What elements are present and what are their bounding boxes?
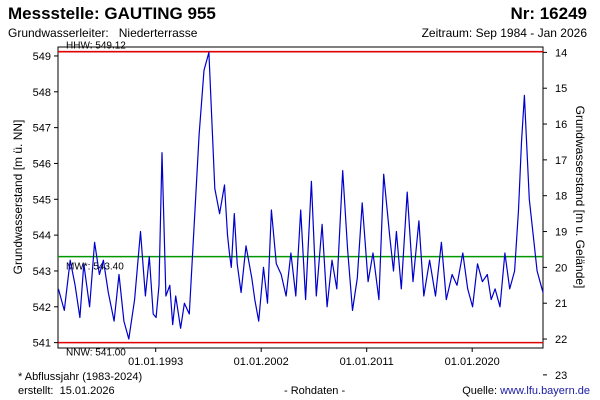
created-label: erstellt: [18,385,54,397]
x-tick-label: 01.01.2020 [445,356,500,368]
reference-lines: HHW: 549.12 MW*: 543.40 NNW: 541.00 [58,41,543,359]
x-tick-label: 01.01.2011 [340,356,394,368]
x-axis: 01.01.1993 01.01.2002 01.01.2011 01.01.2020 [128,348,500,368]
aquifer-info: Grundwasserleiter: Niederterrasse [8,26,197,40]
y-axis-left: 541 542 543 544 545 546 547 548 549 [33,51,58,350]
groundwater-level-line [57,51,544,340]
period: Zeitraum: Sep 1984 - Jan 2026 [421,26,587,40]
station-title: Messstelle: GAUTING 955 [8,4,216,23]
y-tick-label: 542 [33,302,51,314]
y2-tick-label: 21 [555,298,567,310]
y2-tick-label: 15 [555,83,567,95]
y-tick-label: 548 [33,87,51,99]
y2-tick-label: 22 [555,334,567,346]
source-info: Quelle: www.lfu.bayern.de [462,385,590,397]
reference-line-label: NNW: 541.00 [66,348,126,359]
x-tick-label: 01.01.1993 [128,356,183,368]
source-label: Quelle: [462,385,498,397]
y2-axis-label: Grundwasserstand [m u. Gelände] [573,106,587,289]
y-axis-label: Grundwasserstand [m ü. NN] [11,120,25,275]
y-axis-right: 14 15 16 17 18 19 20 21 22 23 [543,47,567,382]
source-link[interactable]: www.lfu.bayern.de [500,385,590,397]
created-date: 15.01.2026 [59,385,115,397]
y2-tick-label: 17 [555,155,567,167]
y-tick-label: 544 [33,230,51,242]
created-info: erstellt: 15.01.2026 [18,385,115,397]
y2-tick-label: 20 [555,262,567,274]
y2-tick-label: 14 [555,47,567,59]
reference-line-label: HHW: 549.12 [66,41,126,52]
y-tick-label: 547 [33,123,51,135]
y2-tick-label: 19 [555,227,567,239]
y-tick-label: 543 [33,266,51,278]
aquifer-value: Niederterrasse [118,26,198,40]
y2-tick-label: 23 [555,370,567,382]
y-tick-label: 546 [33,158,51,170]
y-tick-label: 541 [33,338,51,350]
series [57,51,544,340]
aquifer-label: Grundwasserleiter: [8,26,109,40]
reference-line-label: MW*: 543.40 [66,262,124,273]
plot-frame [57,46,544,349]
y-tick-label: 545 [33,194,51,206]
station-number: Nr: 16249 [510,4,587,23]
y-tick-label: 549 [33,51,51,63]
y2-tick-label: 18 [555,191,567,203]
y2-tick-label: 16 [555,119,567,131]
x-tick-label: 01.01.2002 [234,356,289,368]
abflussjahr-note: * Abflussjahr (1983-2024) [18,371,143,383]
data-status: - Rohdaten - [284,385,346,397]
